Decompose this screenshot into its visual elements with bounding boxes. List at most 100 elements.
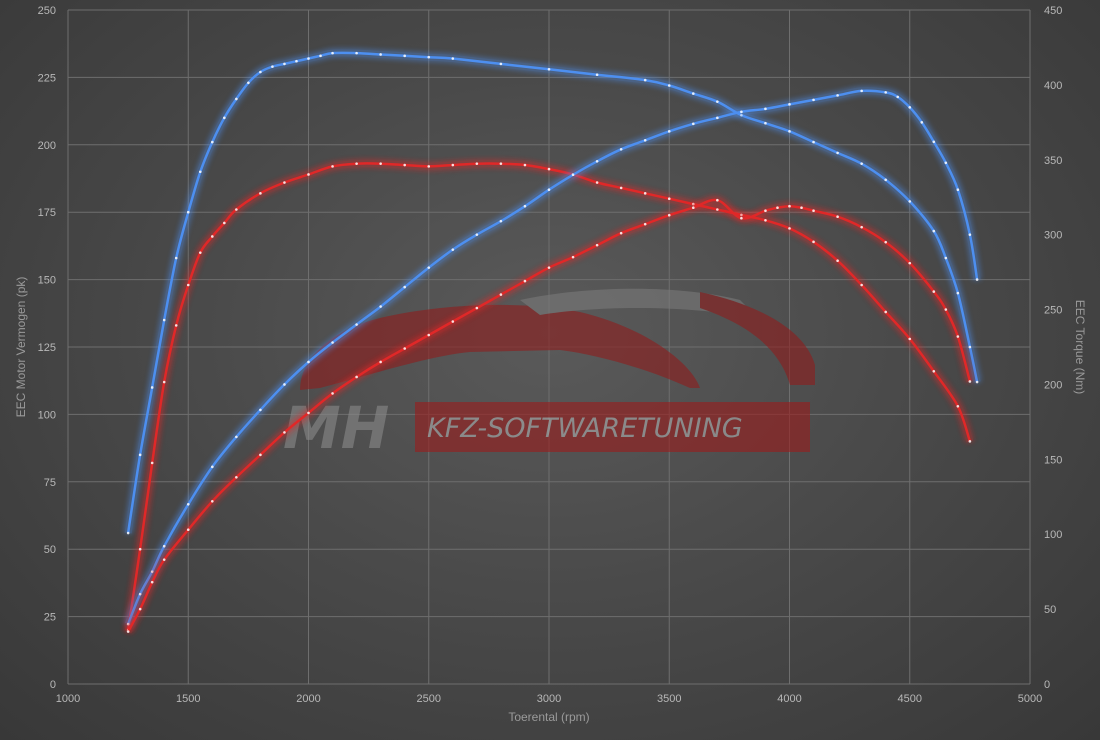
- series-point: [283, 181, 286, 184]
- series-point: [788, 204, 791, 208]
- y-tick-label: 0: [50, 679, 56, 691]
- series-point: [427, 333, 431, 337]
- series-point: [235, 435, 238, 439]
- series-point: [944, 256, 948, 260]
- series-point: [716, 208, 719, 211]
- series-point: [379, 360, 382, 364]
- series-point: [451, 320, 455, 323]
- series-point: [932, 369, 936, 373]
- watermark-banner: [415, 402, 810, 452]
- series-point: [571, 173, 575, 177]
- series-point: [403, 285, 407, 289]
- series-point: [643, 139, 647, 142]
- series-point: [403, 163, 407, 167]
- series-point: [812, 140, 815, 144]
- series-point: [259, 70, 262, 74]
- series-point: [692, 92, 695, 95]
- series-point: [427, 55, 431, 59]
- series-point: [896, 95, 900, 99]
- series-point: [499, 293, 503, 296]
- series-point: [740, 110, 743, 114]
- series-point: [944, 161, 948, 165]
- series-point: [331, 392, 334, 395]
- series-point: [451, 163, 455, 167]
- series-point: [186, 502, 190, 506]
- series-point: [547, 266, 551, 269]
- series-point: [764, 218, 767, 222]
- series-point: [908, 200, 912, 203]
- series-point: [800, 206, 803, 210]
- series-point: [174, 256, 178, 260]
- y-axis-title: EEC Motor Vermogen (pk): [14, 277, 28, 418]
- series-point: [211, 140, 214, 144]
- series-point: [198, 251, 202, 254]
- series-point: [379, 305, 382, 308]
- series-point: [198, 170, 202, 174]
- series-point: [235, 476, 238, 479]
- series-point: [150, 461, 154, 465]
- series-point: [126, 630, 130, 633]
- y-tick-label: 150: [38, 275, 56, 287]
- series-point: [259, 453, 262, 457]
- series-point: [523, 204, 527, 208]
- series-point: [932, 290, 936, 293]
- y2-tick-label: 450: [1044, 5, 1062, 17]
- series-point: [138, 607, 142, 611]
- series-point: [667, 197, 671, 201]
- series-point: [451, 57, 455, 60]
- series-point: [571, 255, 575, 259]
- series-point: [836, 259, 839, 263]
- x-axis-title: Toerental (rpm): [508, 710, 589, 724]
- y-tick-label: 75: [44, 477, 56, 489]
- y-tick-label: 200: [38, 140, 56, 152]
- series-point: [523, 279, 527, 283]
- series-point: [331, 341, 334, 344]
- series-point: [595, 243, 599, 247]
- y2-tick-label: 200: [1044, 379, 1062, 391]
- series-point: [150, 580, 154, 584]
- x-tick-label: 4500: [898, 693, 922, 705]
- y2-tick-label: 400: [1044, 80, 1062, 92]
- series-point: [860, 283, 863, 287]
- watermark-text: KFZ-SOFTWARETUNING: [427, 413, 743, 444]
- series-point: [186, 210, 190, 214]
- series-point: [427, 266, 431, 269]
- series-point: [547, 188, 551, 192]
- y-tick-label: 175: [38, 207, 56, 219]
- x-tick-label: 1500: [176, 693, 200, 705]
- series-point: [331, 51, 334, 55]
- series-line-1: [126, 162, 972, 631]
- series-point: [716, 198, 719, 202]
- series-point: [595, 73, 599, 77]
- series-point: [619, 186, 623, 190]
- y2-axis-title: EEC Torque (Nm): [1073, 300, 1087, 394]
- series-point: [968, 345, 972, 349]
- y2-tick-label: 300: [1044, 230, 1062, 242]
- tick-labels: 1000 1500 2000 2500 3000 3500 4000 4500 50000255…: [38, 5, 1063, 705]
- series-point: [307, 411, 310, 415]
- x-tick-label: 1000: [56, 693, 80, 705]
- series-point: [932, 229, 936, 233]
- series-point: [975, 278, 979, 281]
- series-point: [162, 380, 166, 384]
- series-point: [499, 62, 503, 66]
- series-point: [860, 89, 863, 93]
- series-point: [968, 440, 972, 443]
- series-point: [211, 465, 214, 469]
- series-point: [860, 162, 863, 165]
- series-point: [932, 140, 936, 144]
- series-point: [403, 54, 407, 58]
- series-point: [186, 283, 190, 287]
- series-point: [643, 78, 647, 82]
- series-point: [126, 531, 130, 535]
- series-point: [619, 147, 623, 151]
- y-tick-label: 225: [38, 72, 56, 84]
- y-tick-label: 100: [38, 409, 56, 421]
- series-point: [379, 53, 382, 56]
- x-tick-label: 5000: [1018, 693, 1042, 705]
- y2-tick-label: 250: [1044, 305, 1062, 317]
- x-tick-label: 2000: [296, 693, 320, 705]
- series-point: [451, 248, 455, 251]
- series-point: [235, 208, 238, 211]
- series-point: [427, 165, 431, 168]
